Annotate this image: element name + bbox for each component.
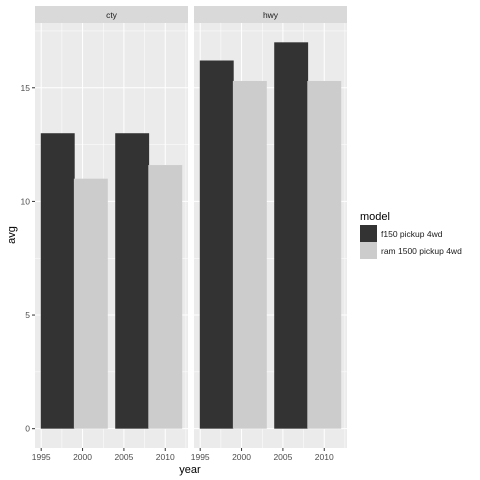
facet-strip-label: cty [106, 10, 118, 20]
facet-strip [35, 6, 188, 23]
x-tick-label: 2005 [273, 452, 292, 462]
facet-panel-hwy: hwy 1995 2000 2005 2010 [191, 6, 347, 462]
facet-strip [194, 6, 347, 23]
bar [307, 80, 342, 429]
bar [232, 80, 267, 429]
x-tick-label: 2010 [315, 452, 334, 462]
facet-panels: cty 1995 2000 2005 2010 hwy 1995 2000 2005 2010 [32, 6, 347, 462]
bar [274, 42, 309, 429]
legend: model f150 pickup 4wd ram 1500 pickup 4w… [360, 211, 462, 259]
bar [148, 165, 183, 429]
facet-panel-cty: cty 1995 2000 2005 2010 [32, 6, 188, 462]
x-tick-label: 1995 [32, 452, 51, 462]
y-tick-label: 15 [21, 83, 31, 93]
bar [40, 133, 75, 429]
x-tick-label: 2005 [114, 452, 133, 462]
legend-key-f150 [360, 225, 377, 242]
y-tick-label: 0 [25, 424, 30, 434]
bar [73, 178, 108, 429]
legend-key-ram [360, 242, 377, 259]
bar [115, 133, 150, 429]
y-tick-label: 10 [21, 196, 31, 206]
axes: year avg 0 5 10 15 [6, 83, 201, 476]
x-tick-label: 2000 [73, 452, 92, 462]
x-tick-label: 1995 [191, 452, 210, 462]
y-axis-label: avg [6, 226, 18, 244]
facet-strip-label: hwy [263, 10, 279, 20]
x-tick-label: 2010 [156, 452, 175, 462]
y-tick-label: 5 [25, 310, 30, 320]
x-axis-label: year [179, 464, 201, 476]
legend-label-ram: ram 1500 pickup 4wd [381, 246, 462, 256]
x-tick-label: 2000 [232, 452, 251, 462]
bar [199, 60, 234, 429]
legend-title: model [360, 211, 390, 223]
legend-label-f150: f150 pickup 4wd [381, 229, 443, 239]
